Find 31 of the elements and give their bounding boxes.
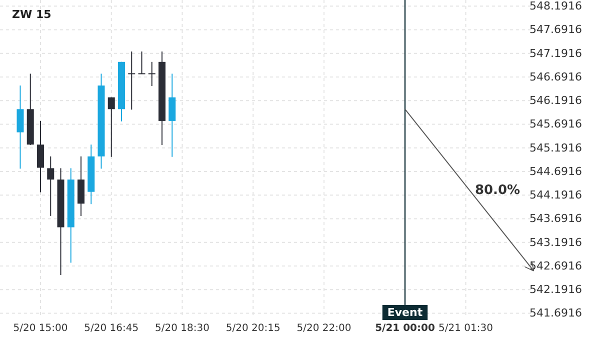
candlestick <box>128 51 136 110</box>
x-tick-label: 5/20 16:45 <box>84 323 139 334</box>
candlestick <box>47 156 54 216</box>
candlestick <box>148 61 156 86</box>
y-tick-label: 546.6916 <box>530 70 582 84</box>
y-tick-label: 548.1916 <box>530 0 582 13</box>
candlestick <box>37 120 44 193</box>
candlestick <box>108 96 115 158</box>
y-tick-label: 544.6916 <box>530 164 582 178</box>
y-tick-label: 547.6916 <box>530 23 582 36</box>
y-tick-label: 543.1916 <box>530 236 582 249</box>
x-tick-label: 5/20 20:15 <box>226 323 280 334</box>
y-tick-label: 541.6916 <box>530 306 582 320</box>
y-tick-label: 543.6916 <box>530 212 582 226</box>
text: ZW 15 <box>12 8 52 21</box>
annotation: 80.0% <box>474 182 520 198</box>
y-tick-label: 544.1916 <box>530 188 582 202</box>
x-tick-label: 5/20 18:30 <box>155 323 210 334</box>
y-tick-label: 542.1916 <box>530 283 582 296</box>
candlestick <box>168 73 176 158</box>
candlestick <box>138 51 146 74</box>
x-tick-label: 5/20 15:00 <box>13 323 68 334</box>
x-tick-label: 5/21 00:00 <box>375 323 435 334</box>
x-tick-label: 5/21 01:30 <box>438 323 493 334</box>
ref-line-label: Event <box>387 306 423 319</box>
y-tick-label: 545.6916 <box>530 118 582 131</box>
y-tick-label: 545.1916 <box>530 141 582 154</box>
x-tick-label: 5/20 22:00 <box>296 323 352 334</box>
candlestick <box>16 85 24 170</box>
y-tick-label: 547.1916 <box>530 46 582 60</box>
y-tick-label: 546.1916 <box>530 94 582 108</box>
